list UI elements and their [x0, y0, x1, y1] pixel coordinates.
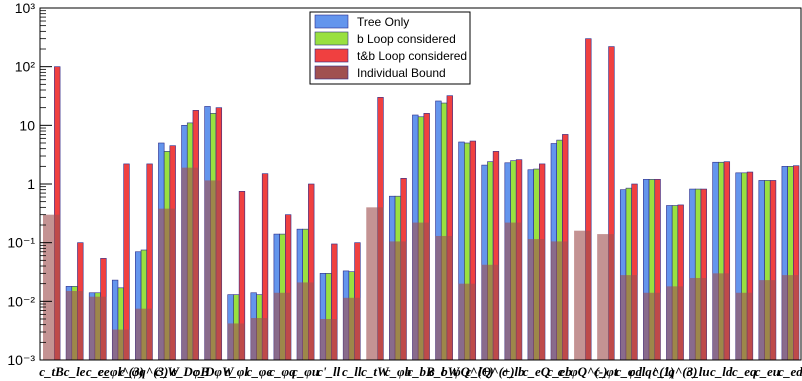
bar-individual-bound	[412, 222, 430, 360]
bar-individual-bound	[758, 280, 776, 360]
bar-individual-bound	[435, 235, 453, 360]
x-tick-label: c_DφW	[193, 364, 235, 379]
y-tick-label: 10⁻²	[7, 293, 35, 309]
x-tick-label: c_φu	[292, 364, 319, 379]
bar-individual-bound	[204, 180, 222, 360]
x-tick-label: c_lb	[502, 364, 525, 379]
bar-individual-bound	[158, 208, 176, 360]
x-tick-label: c_φQ^(-)	[558, 364, 608, 379]
x-tick-label: c_lq^(1)	[629, 364, 674, 379]
bar-individual-bound	[481, 264, 499, 360]
x-tick-label: c_ed	[778, 364, 802, 379]
x-tick-label: c_eb	[547, 364, 572, 379]
y-tick-label: 10²	[15, 59, 36, 75]
bar-individual-bound	[297, 282, 315, 360]
legend-swatch	[314, 31, 349, 46]
x-tick-label: c_tB	[39, 364, 64, 379]
bar-individual-bound	[574, 230, 592, 360]
x-tick-label: c_φl	[225, 364, 249, 379]
bar-individual-bound	[643, 292, 661, 360]
legend: Tree Only b Loop considered t&b Loop consi…	[309, 11, 471, 85]
x-tick-label: c_bB	[407, 364, 435, 379]
y-tick-label: 10	[19, 117, 35, 133]
x-tick-label: c_φb	[385, 364, 412, 379]
bar-individual-bound	[320, 318, 338, 360]
x-tick-label: c_ld	[710, 364, 733, 379]
legend-swatch	[314, 65, 349, 80]
x-tick-label: c_ee	[86, 364, 110, 379]
bar-individual-bound	[112, 329, 130, 360]
y-tick-label: 10⁻³	[7, 352, 35, 368]
x-tick-label: c_lq^(3)	[653, 364, 698, 379]
x-tick-label: c_lQ^(+)	[466, 364, 515, 379]
x-tick-label: c_φt	[594, 364, 618, 379]
bar-individual-bound	[458, 283, 476, 360]
x-tick-label: c_W	[155, 364, 180, 379]
x-tick-label: c_φq^(3)	[119, 364, 168, 379]
y-axis: 10⁻³ 10⁻² 10⁻¹ 1 10 10² 10³	[7, 0, 52, 368]
bar-individual-bound	[250, 317, 268, 360]
bar-individual-bound	[273, 292, 291, 360]
bar-individual-bound	[389, 241, 407, 360]
x-tick-label: c_eq	[732, 364, 757, 379]
x-tick-label: c_eQ	[523, 364, 551, 379]
bar-individual-bound	[135, 308, 153, 360]
legend-swatch	[314, 14, 349, 29]
x-tick-label: c_φl^(3)	[98, 364, 144, 379]
x-tick-label: c_φd	[616, 364, 643, 379]
bar-individual-bound	[343, 297, 361, 360]
bar-individual-bound	[181, 167, 199, 360]
bar-individual-bound	[735, 292, 753, 360]
bar-individual-bound	[620, 275, 638, 360]
y-tick-label: 1	[27, 176, 35, 192]
bar-individual-bound	[666, 286, 684, 360]
bar-individual-bound	[366, 207, 384, 360]
y-tick-label: 10⁻¹	[7, 235, 35, 251]
x-tick-label: c_φe	[247, 364, 273, 379]
bar-individual-bound	[43, 214, 61, 360]
x-tick-label: c_lu	[687, 364, 710, 379]
legend-swatch	[314, 48, 349, 63]
x-axis: c_tB c_le c_eec_φl^(3)c_φq^(3)c_Wc_DφBc_Dφ…	[39, 364, 802, 379]
bar-individual-bound	[527, 239, 545, 360]
bar-individual-bound	[781, 275, 799, 360]
bar-individual-bound	[597, 234, 615, 360]
y-tick-label: 10³	[15, 0, 36, 16]
legend-label: t&b Loop considered	[357, 49, 467, 63]
bars-layer	[43, 38, 800, 361]
legend-label: Tree Only	[357, 15, 409, 29]
x-tick-label: c_bW	[429, 364, 461, 379]
bar-individual-bound	[504, 222, 522, 360]
bar-individual-bound	[89, 296, 107, 360]
bar-individual-bound	[712, 273, 730, 360]
x-tick-label: c_tW	[361, 364, 390, 379]
bar-individual-bound	[66, 291, 84, 360]
x-tick-label: c_le	[64, 364, 86, 379]
x-tick-label: c_φQ^(+)	[441, 364, 494, 379]
legend-label: b Loop considered	[357, 32, 456, 46]
bar-individual-bound	[551, 241, 569, 360]
x-tick-label: c_ll	[342, 364, 362, 379]
x-tick-label: c_eu	[755, 364, 780, 379]
bar-individual-bound	[227, 323, 245, 360]
x-tick-label: c'_ll	[317, 364, 340, 379]
legend-label: Individual Bound	[357, 66, 446, 80]
bar-individual-bound	[689, 277, 707, 360]
x-tick-label: c_φq	[269, 364, 296, 379]
x-tick-label: c_DφB	[171, 364, 209, 379]
